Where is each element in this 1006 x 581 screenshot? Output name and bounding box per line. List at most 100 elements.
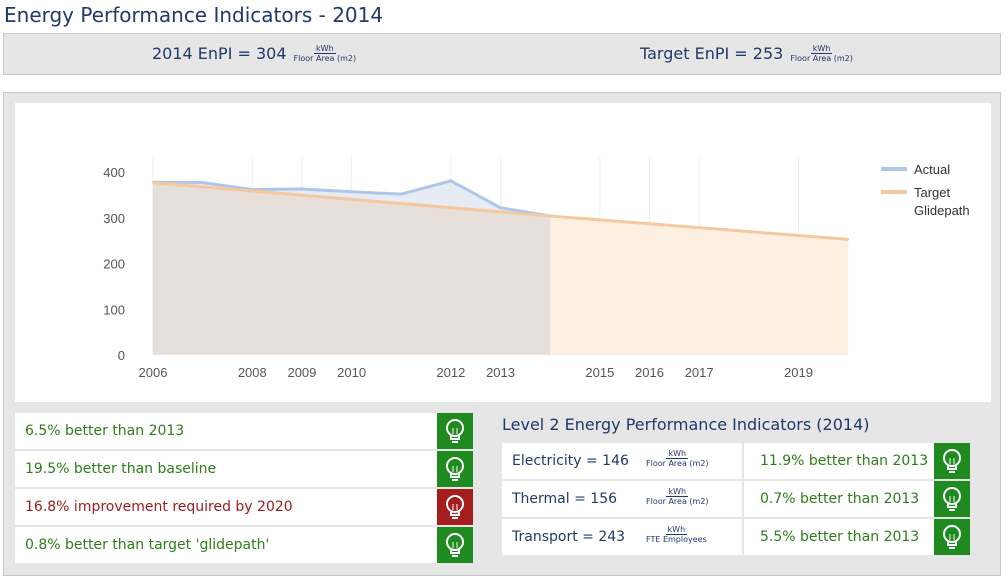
target-enpi: Target EnPI = 253 kWh Floor Area (m2) — [640, 44, 855, 63]
y-tick-label: 400 — [103, 165, 125, 180]
level2-unit-den: Floor Area (m2) — [646, 497, 709, 506]
lightbulb-icon-svg-filament — [452, 466, 458, 472]
level2-table: Electricity = 146 kWh Floor Area (m2) 11.9%… — [502, 443, 970, 557]
lightbulb-icon-svg-base — [450, 473, 460, 478]
lightbulb-icon-svg-glass — [446, 419, 464, 437]
x-tick-label: 2017 — [685, 365, 714, 380]
lightbulb-icon-svg-base — [947, 541, 957, 546]
lightbulb-icon-svg-filament — [949, 534, 955, 540]
x-tick-label: 2013 — [486, 365, 515, 380]
current-enpi: 2014 EnPI = 304 kWh Floor Area (m2) — [152, 44, 358, 63]
level2-unit-num: kWh — [666, 487, 689, 497]
x-tick-label: 2016 — [635, 365, 664, 380]
level2-value-label: Thermal = 156 — [512, 491, 618, 507]
lightbulb-icon-svg-glass — [943, 525, 961, 543]
level2-unit: kWh Floor Area (m2) — [644, 449, 711, 468]
current-enpi-unit-num: kWh — [314, 44, 336, 54]
lightbulb-icon-svg — [446, 533, 464, 557]
current-enpi-unit-den: Floor Area (m2) — [293, 54, 357, 63]
indicator-row: 19.5% better than baseline — [15, 451, 473, 487]
target-enpi-unit: kWh Floor Area (m2) — [788, 44, 855, 63]
legend-target-label: Target — [914, 185, 951, 200]
lightbulb-icon — [437, 413, 473, 449]
lightbulb-icon — [934, 481, 970, 517]
actual-point — [300, 188, 303, 191]
enpi-summary-bar: 2014 EnPI = 304 kWh Floor Area (m2) Targ… — [3, 33, 1001, 75]
indicator-list: 6.5% better than 2013 19.5% better than b… — [15, 413, 473, 565]
lightbulb-icon-svg — [446, 495, 464, 519]
x-tick-label: 2009 — [287, 365, 316, 380]
level2-value-cell: Electricity = 146 kWh Floor Area (m2) — [502, 443, 742, 479]
lightbulb-icon-svg-base — [450, 549, 460, 554]
lightbulb-icon-svg-glass — [943, 449, 961, 467]
level2-status-cell: 11.9% better than 2013 — [744, 443, 970, 479]
actual-point — [201, 181, 204, 184]
lightbulb-icon-svg-glass — [446, 495, 464, 513]
level2-value-label: Transport = 243 — [512, 529, 626, 545]
y-tick-label: 0 — [118, 348, 125, 363]
level2-row: Thermal = 156 kWh Floor Area (m2) 0.7% bett… — [502, 481, 970, 517]
main-panel: 0 100 200 300 400 2006 2008 2009 2010 2012 2013 201… — [3, 92, 1001, 576]
lightbulb-icon — [437, 527, 473, 563]
target-enpi-unit-num: kWh — [810, 44, 833, 54]
lightbulb-icon — [437, 451, 473, 487]
lightbulb-icon-svg-base — [947, 503, 957, 508]
x-tick-label: 2010 — [337, 365, 366, 380]
indicator-row: 6.5% better than 2013 — [15, 413, 473, 449]
enpi-chart-svg: 0 100 200 300 400 2006 2008 2009 2010 2012 2013 201… — [103, 157, 970, 380]
actual-point — [499, 206, 502, 209]
current-enpi-label: 2014 EnPI = 304 — [152, 44, 287, 63]
indicator-text: 19.5% better than baseline — [25, 461, 217, 477]
level2-unit-num: kWh — [666, 449, 689, 459]
target-point — [847, 238, 850, 241]
legend-actual-label: Actual — [914, 162, 950, 177]
lightbulb-icon-svg-glass — [446, 533, 464, 551]
enpi-chart: 0 100 200 300 400 2006 2008 2009 2010 2012 2013 201… — [15, 103, 991, 402]
indicator-row: 0.8% better than target 'glidepath' — [15, 527, 473, 563]
x-tick-label: 2012 — [436, 365, 465, 380]
level2-status-text: 0.7% better than 2013 — [760, 491, 920, 507]
lightbulb-icon — [934, 443, 970, 479]
actual-point — [251, 188, 254, 191]
level2-value-cell: Thermal = 156 kWh Floor Area (m2) — [502, 481, 742, 517]
y-tick-label: 100 — [103, 302, 125, 317]
level2-title: Level 2 Energy Performance Indicators (2… — [502, 415, 870, 434]
x-tick-label: 2019 — [784, 365, 813, 380]
level2-unit: kWh Floor Area (m2) — [644, 487, 711, 506]
lightbulb-icon-svg-filament — [452, 504, 458, 510]
level2-value-label: Electricity = 146 — [512, 453, 629, 469]
lightbulb-icon — [437, 489, 473, 525]
page-title: Energy Performance Indicators - 2014 — [4, 3, 384, 27]
lightbulb-icon-svg-glass — [446, 457, 464, 475]
lightbulb-icon-svg — [446, 419, 464, 443]
lightbulb-icon-svg-base — [450, 435, 460, 440]
lightbulb-icon-svg — [943, 487, 961, 511]
actual-point — [350, 190, 353, 193]
indicator-text: 6.5% better than 2013 — [25, 423, 185, 439]
indicator-text: 0.8% better than target 'glidepath' — [25, 537, 270, 553]
level2-row: Transport = 243 kWh FTE Employees 5.5% bett… — [502, 519, 970, 555]
current-enpi-unit: kWh Floor Area (m2) — [292, 44, 359, 63]
level2-status-cell: 5.5% better than 2013 — [744, 519, 970, 555]
lightbulb-icon-svg — [446, 457, 464, 481]
lightbulb-icon-svg — [943, 525, 961, 549]
level2-unit-den: Floor Area (m2) — [646, 459, 709, 468]
target-enpi-label: Target EnPI = 253 — [640, 44, 784, 63]
level2-row: Electricity = 146 kWh Floor Area (m2) 11.9%… — [502, 443, 970, 479]
lightbulb-icon-svg-base — [947, 465, 957, 470]
x-tick-label: 2015 — [585, 365, 614, 380]
lightbulb-icon — [934, 519, 970, 555]
level2-status-text: 11.9% better than 2013 — [760, 453, 929, 469]
level2-unit: kWh FTE Employees — [644, 525, 709, 544]
target-point — [151, 181, 154, 184]
target-point — [549, 215, 552, 218]
level2-status-text: 5.5% better than 2013 — [760, 529, 920, 545]
y-tick-label: 200 — [103, 257, 125, 272]
level2-unit-num: kWh — [665, 525, 688, 535]
actual-point — [400, 193, 403, 196]
lightbulb-icon-svg-glass — [943, 487, 961, 505]
lightbulb-icon-svg-filament — [452, 428, 458, 434]
lightbulb-icon-svg-filament — [452, 542, 458, 548]
lightbulb-icon-svg-filament — [949, 496, 955, 502]
indicator-row: 16.8% improvement required by 2020 — [15, 489, 473, 525]
